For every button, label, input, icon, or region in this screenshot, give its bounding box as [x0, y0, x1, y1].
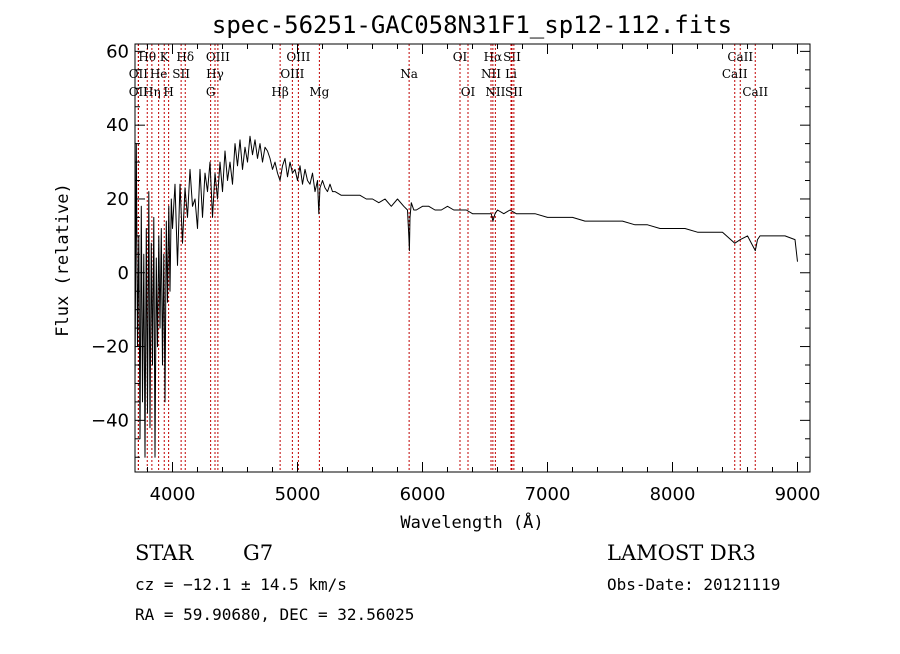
- line-marker-label-8: Hδ: [176, 50, 194, 64]
- line-marker-label-4: He: [150, 67, 168, 81]
- chart-title: spec-56251-GAC058N31F1_sp12-112.fits: [212, 11, 732, 39]
- line-marker-label-22: SII: [503, 50, 521, 64]
- line-marker-label-19: Hα: [484, 50, 503, 64]
- line-marker-label-7: H: [163, 85, 173, 99]
- line-marker-label-21: NII: [485, 85, 505, 99]
- line-marker-label-18: OI: [461, 85, 476, 99]
- y-axis-label: Flux (relative): [53, 183, 73, 337]
- x-tick-label-9000: 9000: [775, 484, 821, 505]
- y-tick-label--20: −20: [91, 337, 129, 358]
- line-marker-label-6: SII: [172, 67, 190, 81]
- x-tick-label-8000: 8000: [650, 484, 696, 505]
- plot-frame: [134, 43, 811, 473]
- y-tick-label-40: 40: [106, 115, 129, 136]
- x-tick-label-6000: 6000: [400, 484, 446, 505]
- object-subclass: G7: [243, 541, 273, 565]
- line-marker-label-5: K: [160, 50, 170, 64]
- line-marker-label-25: CaII: [727, 50, 753, 64]
- line-marker-label-20: NII: [481, 67, 501, 81]
- x-tick-label-4000: 4000: [150, 484, 196, 505]
- x-axis-label: Wavelength (Å): [400, 511, 543, 533]
- line-marker-label-10: Hγ: [206, 67, 224, 81]
- x-tick-label-5000: 5000: [275, 484, 321, 505]
- x-tick-label-7000: 7000: [525, 484, 571, 505]
- survey-name: LAMOST DR3: [607, 541, 756, 565]
- series-line-flux: [134, 135, 798, 458]
- plot-layer: [134, 135, 798, 458]
- line-marker-label-27: CaII: [742, 85, 768, 99]
- line-marker-label-12: Hβ: [271, 85, 288, 99]
- y-tick-label-60: 60: [106, 41, 129, 62]
- y-tick-label-20: 20: [106, 189, 129, 210]
- object-class: STAR: [135, 541, 194, 565]
- line-marker-label-15: Mg: [309, 85, 329, 99]
- line-marker-label-3: Hη: [143, 85, 161, 99]
- line-marker-label-11: G: [206, 85, 216, 99]
- line-marker-label-13: OIII: [286, 50, 310, 64]
- line-marker-label-16: Na: [400, 67, 418, 81]
- ticks-layer: 4000 5000 6000 7000 8000 9000 −40 −20 0 20 40 60: [91, 41, 820, 505]
- y-tick-label--40: −40: [91, 410, 129, 431]
- line-marker-label-17: OI: [453, 50, 468, 64]
- line-marker-label-24: SII: [505, 85, 523, 99]
- line-marker-label-0: Hθ: [138, 50, 156, 64]
- coordinates-readout: RA = 59.90680, DEC = 32.56025: [135, 605, 414, 624]
- y-tick-label-0: 0: [118, 263, 129, 284]
- line-marker-label-26: CaII: [722, 67, 748, 81]
- redshift-readout: cz = −12.1 ± 14.5 km/s: [135, 575, 347, 594]
- line-marker-label-2: OII: [129, 85, 149, 99]
- line-marker-label-23: Li: [505, 67, 517, 81]
- line-marker-label-14: OIII: [280, 67, 304, 81]
- obs-date-readout: Obs-Date: 20121119: [607, 575, 780, 594]
- line-marker-label-9: OIII: [206, 50, 230, 64]
